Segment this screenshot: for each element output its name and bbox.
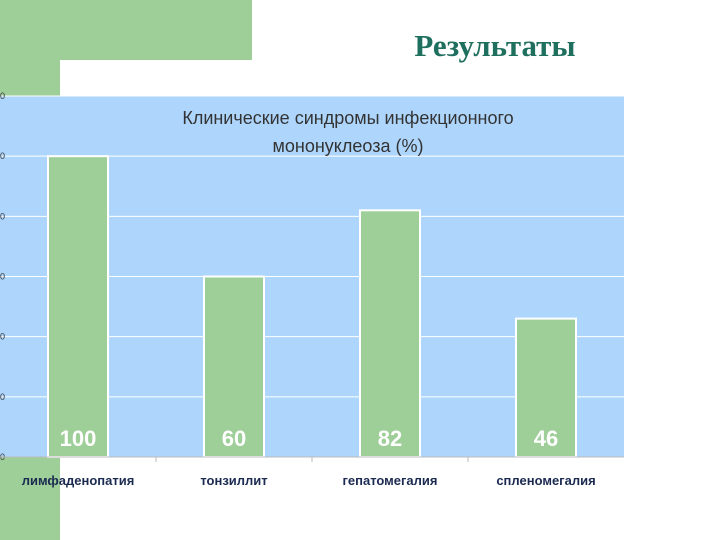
category-label-3: спленомегалия (496, 473, 595, 488)
bar-3 (515, 317, 577, 458)
chart-title-line-1: Клинические синдромы инфекционного (182, 108, 513, 128)
data-label-3: 46 (534, 426, 558, 451)
bar-1 (203, 275, 265, 458)
y-tick-label: 40 (0, 332, 5, 342)
bar-0 (47, 155, 109, 459)
data-label-2: 82 (378, 426, 402, 451)
y-tick-label: 60 (0, 272, 5, 282)
data-label-1: 60 (222, 426, 246, 451)
decorative-top-left-block (0, 0, 252, 60)
y-tick-label: 120 (0, 91, 5, 101)
category-label-0: лимфаденопатия (22, 473, 135, 488)
category-labels: лимфаденопатия тонзиллит гепатомегалия спле… (22, 457, 596, 488)
chart-title-line-2: мононуклеоза (%) (273, 136, 424, 156)
y-tick-label: 80 (0, 211, 5, 221)
category-label-2: гепатомегалия (342, 473, 437, 488)
category-label-1: тонзиллит (200, 473, 267, 488)
bars (47, 155, 577, 459)
slide-title: Результаты (414, 28, 576, 63)
bar-2 (359, 209, 421, 458)
y-tick-label: 20 (0, 392, 5, 402)
y-tick-label: 100 (0, 151, 5, 161)
data-label-0: 100 (60, 426, 97, 451)
data-labels: 100 60 82 46 (60, 426, 559, 451)
